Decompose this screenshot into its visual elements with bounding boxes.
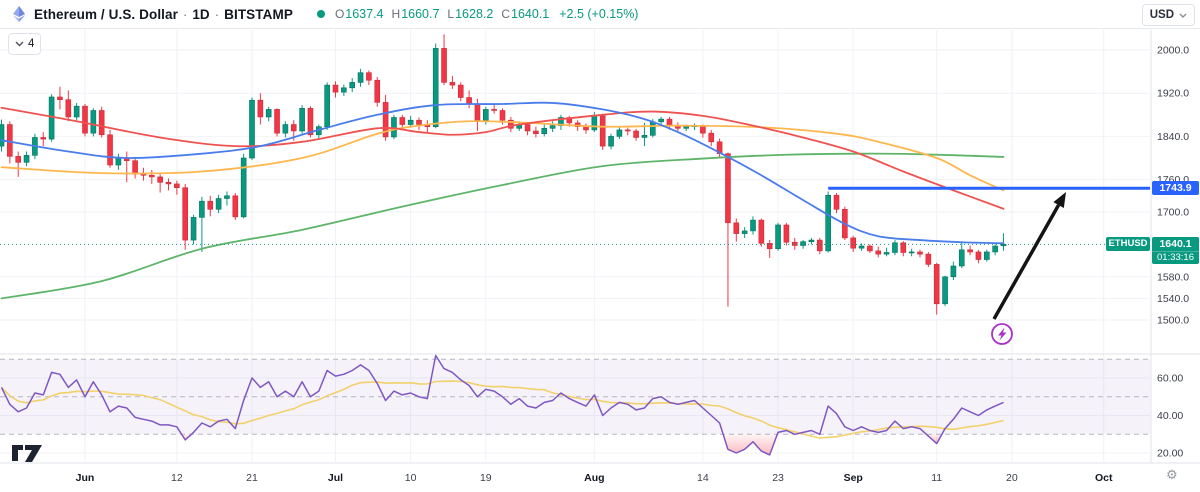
low-label: L bbox=[447, 7, 455, 21]
price-tick-label: 1500.0 bbox=[1157, 315, 1189, 327]
symbol-title[interactable]: Ethereum / U.S. Dollar bbox=[34, 6, 178, 22]
time-tick-label: Jul bbox=[328, 472, 343, 484]
title-separator: · bbox=[182, 6, 188, 22]
symbol-price-badge: ETHUSD bbox=[1106, 237, 1150, 251]
rsi-ma-line bbox=[0, 380, 1004, 439]
chart-header: Ethereum / U.S. Dollar · 1D · BITSTAMP O… bbox=[0, 0, 1200, 29]
currency-label: USD bbox=[1149, 9, 1174, 21]
chevron-down-icon bbox=[15, 41, 24, 47]
time-tick-label: Aug bbox=[584, 472, 604, 484]
arrow-head bbox=[1053, 192, 1066, 209]
time-tick-label: 12 bbox=[171, 472, 183, 484]
ma-line-red bbox=[0, 106, 1005, 210]
high-value: 1660.7 bbox=[401, 7, 440, 21]
close-label: C bbox=[501, 7, 511, 21]
time-tick-label: 10 bbox=[405, 472, 417, 484]
lightning-icon bbox=[998, 327, 1007, 341]
rsi-tick-label: 60.00 bbox=[1157, 373, 1183, 385]
time-tick-label: 21 bbox=[246, 472, 258, 484]
time-tick-label: 14 bbox=[697, 472, 709, 484]
price-tick-label: 1920.0 bbox=[1157, 88, 1189, 100]
close-value: 1640.1 bbox=[511, 7, 550, 21]
title-separator: · bbox=[214, 6, 220, 22]
time-tick-label: 23 bbox=[772, 472, 784, 484]
scale-settings-gear-icon[interactable]: ⚙ bbox=[1166, 468, 1178, 483]
time-tick-label: Sep bbox=[844, 472, 863, 484]
pane-borders bbox=[0, 30, 1200, 464]
drawings[interactable] bbox=[991, 192, 1066, 345]
collapsed-indicator-count: 4 bbox=[28, 38, 35, 50]
rsi-line bbox=[0, 354, 1004, 456]
time-tick-label: Jun bbox=[76, 472, 95, 484]
chevron-down-icon bbox=[1179, 13, 1187, 18]
ray-price-label[interactable]: 1743.9 bbox=[1152, 181, 1199, 195]
rsi-oversold-fill bbox=[723, 434, 778, 455]
ohlc-readout: O1637.4 H1660.7 L1628.2 C1640.1 +2.5 (+0… bbox=[335, 7, 639, 21]
price-tick-label: 2000.0 bbox=[1157, 45, 1189, 57]
rsi-tick-label: 20.00 bbox=[1157, 448, 1183, 460]
price-tick-label: 1580.0 bbox=[1157, 271, 1189, 283]
time-scale[interactable] bbox=[0, 463, 1200, 492]
last-price-label: 1640.1 01:33:16 bbox=[1152, 237, 1199, 264]
time-tick-label: 20 bbox=[1006, 472, 1018, 484]
high-label: H bbox=[391, 7, 401, 21]
price-tick-label: 1700.0 bbox=[1157, 207, 1189, 219]
ma-line-blue bbox=[0, 101, 1005, 245]
low-value: 1628.2 bbox=[455, 7, 494, 21]
candlestick-series bbox=[0, 34, 1007, 315]
arrow-drawing[interactable] bbox=[992, 204, 1061, 320]
grid bbox=[0, 30, 1150, 462]
last-price-value: 1640.1 bbox=[1159, 238, 1192, 250]
ethereum-icon bbox=[12, 6, 26, 22]
tradingview-logo[interactable] bbox=[12, 444, 44, 468]
bar-countdown: 01:33:16 bbox=[1152, 251, 1199, 264]
price-tick-label: 1840.0 bbox=[1157, 131, 1189, 143]
rsi-tick-label: 40.00 bbox=[1157, 410, 1183, 422]
exchange-label: BITSTAMP bbox=[224, 6, 293, 22]
time-tick-label: 11 bbox=[931, 472, 942, 484]
change-value: +2.5 (+0.15%) bbox=[559, 7, 639, 21]
interval-label[interactable]: 1D bbox=[192, 6, 210, 22]
time-tick-label: Oct bbox=[1095, 472, 1113, 484]
moving-average-lines bbox=[0, 101, 1005, 300]
currency-dropdown-button[interactable]: USD bbox=[1141, 4, 1195, 26]
open-label: O bbox=[334, 7, 345, 21]
indicators-collapse-button[interactable]: 4 bbox=[8, 33, 42, 55]
price-tick-label: 1540.0 bbox=[1157, 293, 1189, 305]
market-status-dot bbox=[316, 10, 325, 18]
time-tick-label: 19 bbox=[480, 472, 492, 484]
open-value: 1637.4 bbox=[345, 7, 384, 21]
rsi-pane bbox=[0, 354, 1150, 456]
